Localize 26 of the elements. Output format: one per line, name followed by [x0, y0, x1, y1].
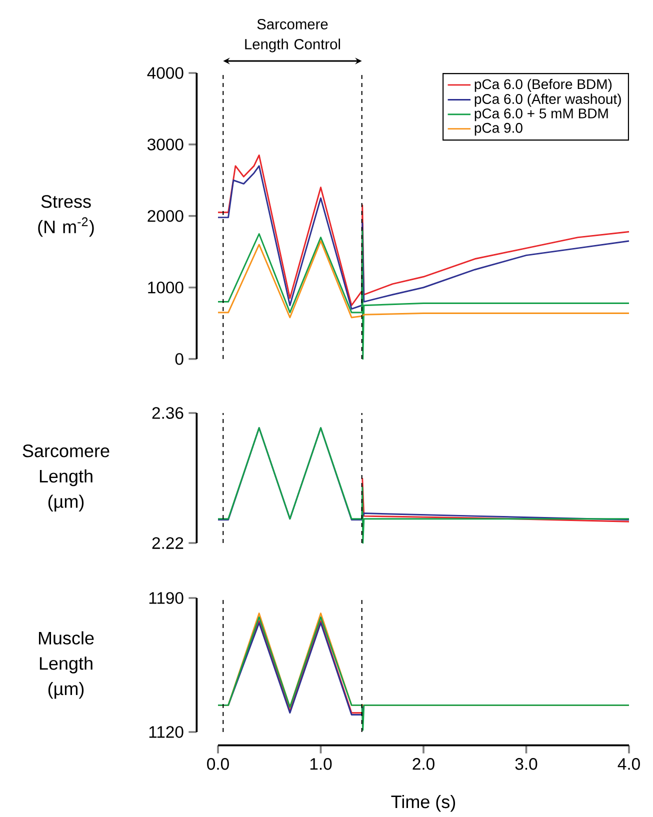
y-tick-label: 4000 — [147, 67, 184, 79]
y-tick-label: 0 — [175, 353, 184, 365]
x-tick-label: 0.0 — [207, 758, 229, 770]
line-series — [217, 427, 630, 544]
line-series — [217, 616, 630, 731]
y-tick-label: 1190 — [149, 592, 184, 604]
x-tick-label: 3.0 — [515, 758, 538, 770]
legend-label: pCa 6.0 + 5 mM BDM — [474, 108, 608, 122]
y-tick-label: 3000 — [148, 138, 184, 150]
y-tick-label: 2.22 — [152, 537, 184, 549]
y-tick-label: 2000 — [148, 210, 184, 222]
text: Sarcomere Length Control — [245, 19, 340, 52]
y-axis-title: Sarcomere Length (µm) — [22, 444, 110, 512]
x-axis-title: Time (s) — [391, 794, 456, 812]
y-tick-label: 1000 — [148, 282, 184, 294]
x-tick-label: 4.0 — [618, 758, 640, 770]
y-axis-title: Muscle Length (µm) — [38, 631, 94, 699]
legend-label: pCa 6.0 (After washout) — [474, 94, 621, 107]
legend-label: pCa 6.0 (Before BDM) — [474, 78, 612, 92]
line-series — [362, 477, 630, 522]
y-axis-title: Stress (N m$^{-2}$) — [38, 195, 94, 237]
x-tick-label: 2.0 — [412, 758, 434, 770]
y-tick-label: 1120 — [149, 726, 184, 738]
legend-label: pCa 9.0 — [474, 122, 522, 136]
y-tick-label: 2.36 — [152, 407, 184, 419]
x-tick-label: 1.0 — [310, 758, 332, 770]
